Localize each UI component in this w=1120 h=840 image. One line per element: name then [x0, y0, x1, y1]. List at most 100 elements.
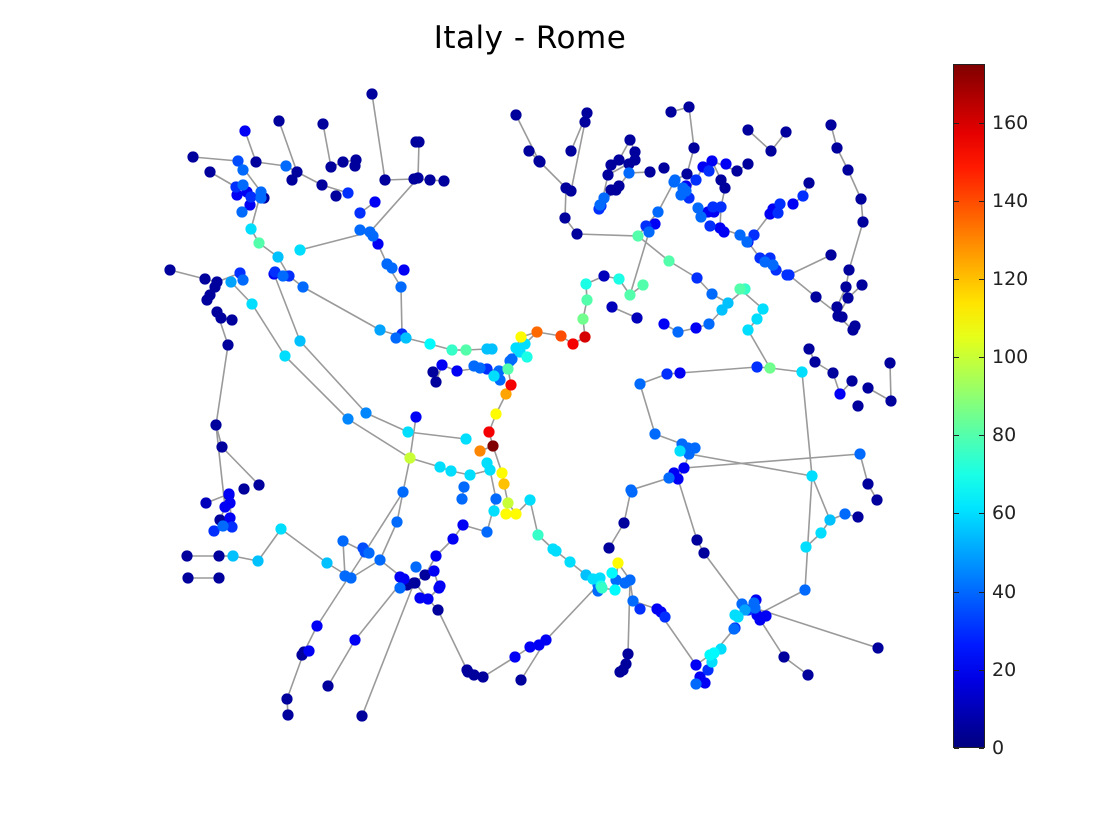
- network-edge: [703, 552, 743, 605]
- network-node: [342, 187, 354, 199]
- network-node: [534, 156, 546, 168]
- network-node: [531, 326, 543, 338]
- network-edge: [400, 286, 403, 335]
- network-node: [430, 376, 442, 388]
- network-node: [690, 678, 702, 690]
- network-node: [432, 604, 444, 616]
- network-edge: [677, 478, 698, 541]
- network-node: [759, 256, 771, 268]
- network-node: [681, 168, 693, 180]
- colorbar-tick-mark: [954, 670, 959, 671]
- colorbar-tick-mark: [979, 748, 984, 749]
- network-node: [354, 224, 366, 236]
- network-node: [209, 281, 221, 293]
- network-node: [734, 229, 746, 241]
- network-edge: [347, 418, 411, 459]
- network-node: [236, 206, 248, 218]
- network-node: [502, 363, 514, 375]
- chart-title: Italy - Rome: [433, 20, 627, 56]
- network-node: [708, 647, 720, 659]
- network-node: [605, 184, 617, 196]
- network-node: [294, 244, 306, 256]
- network-node: [579, 331, 591, 343]
- colorbar-tick-mark: [954, 357, 959, 358]
- network-node: [606, 301, 618, 313]
- colorbar-tick-mark: [954, 279, 959, 280]
- network-node: [703, 318, 715, 330]
- network-node: [394, 582, 406, 594]
- network-node: [815, 527, 827, 539]
- network-node: [739, 604, 751, 616]
- network-edge: [192, 156, 239, 162]
- network-node: [282, 709, 294, 721]
- network-node: [623, 158, 635, 170]
- network-node: [216, 441, 228, 453]
- network-node: [434, 461, 446, 473]
- network-node: [580, 278, 592, 290]
- network-edge: [889, 362, 892, 402]
- network-node: [857, 216, 869, 228]
- network-node: [565, 145, 577, 157]
- network-node: [690, 174, 702, 186]
- nodes: [164, 88, 897, 722]
- network-node: [699, 677, 711, 689]
- network-node: [734, 283, 746, 295]
- network-node: [748, 229, 760, 241]
- network-edge: [342, 540, 346, 577]
- network-node: [624, 289, 636, 301]
- network-node: [677, 182, 689, 194]
- network-node: [273, 115, 285, 127]
- network-node: [803, 177, 815, 189]
- network-node: [391, 516, 403, 528]
- network-node: [571, 228, 583, 240]
- network-node: [275, 523, 287, 535]
- network-node: [488, 505, 500, 517]
- network-node: [500, 388, 512, 400]
- colorbar-tick-label: 0: [992, 737, 1005, 759]
- network-node: [854, 448, 866, 460]
- network-edge: [364, 491, 404, 553]
- network-edge: [350, 559, 381, 579]
- network-node: [237, 274, 249, 286]
- network-node: [627, 595, 639, 607]
- network-node: [629, 146, 641, 158]
- network-edge: [221, 446, 260, 486]
- network-node: [424, 174, 436, 186]
- network-node: [524, 641, 536, 653]
- network-node: [728, 623, 740, 635]
- colorbar-tick-mark: [954, 201, 959, 202]
- network-node: [567, 338, 579, 350]
- network-node: [227, 550, 239, 562]
- network-node: [379, 174, 391, 186]
- network-node: [246, 298, 258, 310]
- network-node: [810, 291, 822, 303]
- network-node: [742, 324, 754, 336]
- network-node: [631, 312, 643, 324]
- network-node: [720, 158, 732, 170]
- network-node: [749, 602, 761, 614]
- colorbar-tick-mark: [979, 670, 984, 671]
- network-node: [272, 251, 284, 263]
- network-node: [707, 201, 719, 213]
- network-node: [663, 255, 675, 267]
- network-node: [210, 419, 222, 431]
- network-node: [555, 330, 567, 342]
- network-node: [237, 164, 249, 176]
- network-node: [787, 198, 799, 210]
- network-node: [330, 190, 342, 202]
- network-edge: [302, 286, 381, 331]
- network-node: [831, 142, 843, 154]
- colorbar-tick-label: 100: [992, 346, 1029, 369]
- network-node: [342, 413, 354, 425]
- network-node: [581, 107, 593, 119]
- network-node: [606, 567, 618, 579]
- network-node: [618, 517, 630, 529]
- network-node: [222, 339, 234, 351]
- network-node: [809, 356, 821, 368]
- colorbar-tick-label: 160: [992, 111, 1029, 134]
- network-node: [486, 343, 498, 355]
- network-node: [623, 167, 635, 179]
- network-edge: [848, 221, 864, 271]
- network-node: [349, 634, 361, 646]
